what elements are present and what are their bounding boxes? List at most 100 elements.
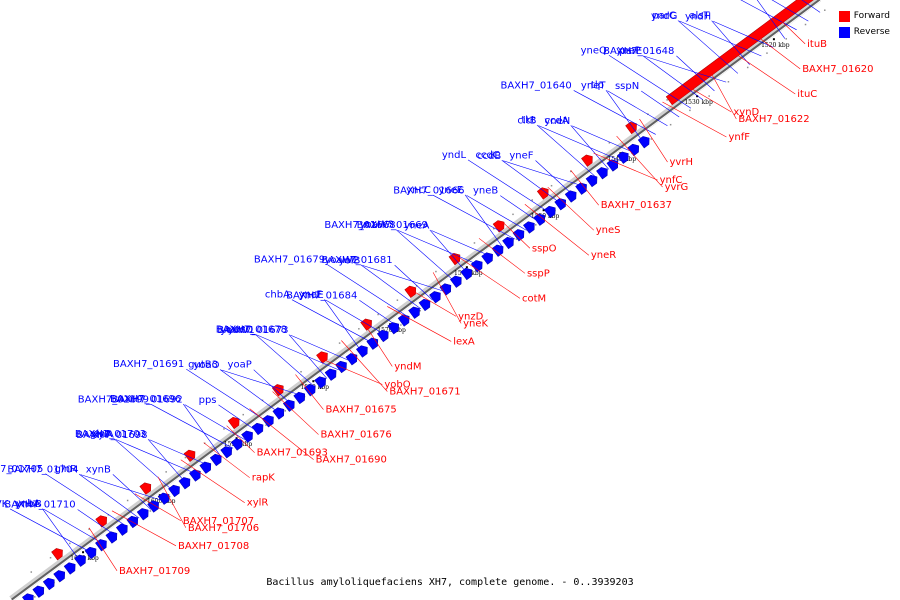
reverse-gene-label: yoaP	[228, 360, 252, 371]
reverse-gene-block-shape	[262, 415, 274, 428]
reverse-gene-block-shape	[554, 198, 566, 211]
reverse-gene-block	[324, 368, 337, 381]
legend-label-reverse: Reverse	[853, 27, 890, 37]
reverse-leader-line	[221, 369, 304, 397]
reverse-gene-block	[22, 593, 34, 600]
reverse-leader-line	[256, 334, 339, 371]
reverse-leader-line	[78, 473, 140, 519]
dot-marker	[300, 370, 302, 373]
reverse-gene-label: xylA	[92, 429, 114, 440]
reverse-leader-line	[464, 194, 504, 248]
dot-marker	[515, 238, 518, 240]
reverse-leader-line	[466, 195, 527, 231]
forward-gene-block-shape	[492, 220, 505, 233]
reverse-gene-block-shape	[543, 205, 556, 219]
forward-leader-line	[478, 238, 526, 274]
dot-marker	[223, 428, 225, 430]
reverse-leader-line	[608, 55, 692, 109]
reverse-leader-line	[572, 125, 633, 153]
reverse-leader-line	[676, 55, 715, 92]
forward-leader-line	[341, 340, 388, 392]
tick-mark	[542, 209, 545, 212]
reverse-gene-label: ynbB	[16, 499, 42, 510]
reverse-gene-label: ynaE	[299, 290, 324, 301]
reverse-gene-block-shape	[523, 221, 535, 234]
reverse-gene-block-shape	[251, 422, 264, 436]
reverse-leader-line	[713, 20, 774, 48]
legend-item-reverse: Reverse	[838, 24, 890, 40]
dot-marker	[415, 285, 418, 287]
forward-gene-block	[492, 220, 505, 233]
reverse-gene-label: yneA	[404, 221, 429, 232]
forward-gene-label: xylR	[247, 498, 269, 509]
reverse-gene-label: glnA	[90, 429, 112, 440]
reverse-leader-line	[642, 55, 703, 100]
forward-gene-block	[581, 154, 593, 167]
reverse-gene-label: BAXH7_01673	[217, 325, 288, 336]
reverse-leader-line	[359, 300, 398, 327]
dot-marker	[435, 270, 437, 273]
forward-gene-label: lexA	[453, 336, 475, 347]
forward-gene-block	[536, 187, 549, 200]
reverse-gene-block	[397, 314, 410, 327]
reverse-gene-block	[366, 337, 379, 350]
tick-label: 1530 kbp	[684, 99, 713, 106]
forward-gene-label: sspP	[527, 268, 550, 279]
forward-leader-line	[180, 459, 245, 503]
dot-marker	[473, 242, 476, 244]
dot-marker	[785, 38, 787, 40]
reverse-leader-line	[573, 90, 656, 135]
reverse-leader-line	[500, 195, 539, 222]
forward-gene-label: BAXH7_01675	[325, 405, 396, 416]
forward-leader-line	[249, 408, 314, 460]
forward-gene-label: yvrG	[665, 182, 689, 193]
forward-gene-label: ynfC	[660, 175, 683, 186]
reverse-leader-line	[218, 404, 257, 432]
reverse-gene-block-shape	[449, 275, 462, 288]
forward-gene-label: BAXH7_01676	[321, 430, 392, 441]
reverse-gene-label: BAXH7_01692	[112, 395, 183, 406]
dot-marker	[666, 99, 668, 101]
forward-leader-line	[616, 135, 663, 188]
reverse-gene-label: yneE	[438, 185, 463, 196]
reverse-gene-block	[293, 391, 306, 405]
reverse-gene-block	[481, 252, 493, 265]
reverse-gene-block	[220, 446, 232, 459]
dot-marker	[126, 499, 129, 502]
reverse-gene-label: ynbA	[15, 499, 41, 510]
reverse-gene-label: parE	[619, 46, 642, 57]
reverse-leader-line	[255, 334, 316, 388]
reverse-gene-block	[429, 291, 441, 304]
reverse-leader-line	[183, 403, 222, 458]
forward-gene-label: BAXH7_01693	[257, 448, 328, 459]
reverse-gene-block	[84, 546, 97, 560]
reverse-gene-block-shape	[596, 167, 608, 180]
reverse-gene-label: pps	[199, 395, 217, 406]
forward-gene-label: BAXH7_01620	[802, 64, 873, 75]
reverse-gene-block	[63, 562, 76, 575]
reverse-gene-block-shape	[376, 329, 389, 343]
reverse-gene-block	[32, 585, 45, 598]
reverse-leader-line	[186, 368, 269, 423]
dot-marker	[419, 309, 421, 312]
dot-marker	[689, 109, 691, 112]
reverse-leader-line	[115, 439, 198, 475]
reverse-leader-line	[536, 124, 598, 179]
forward-leader-line	[685, 84, 732, 113]
forward-gene-label: BAXH7_01709	[119, 566, 190, 577]
reverse-leader-line	[677, 20, 739, 74]
reverse-gene-block-shape	[303, 384, 316, 397]
tick-label: 1520 kbp	[761, 42, 790, 49]
tick-mark	[235, 437, 238, 440]
reverse-gene-block	[356, 345, 368, 358]
reverse-gene-block-shape	[470, 260, 483, 273]
reverse-leader-line	[291, 299, 375, 344]
reverse-gene-block	[575, 182, 587, 195]
reverse-gene-block	[136, 508, 149, 521]
reverse-gene-block	[42, 577, 55, 591]
reverse-leader-line	[679, 20, 762, 57]
reverse-gene-label: yndG	[651, 11, 677, 22]
reverse-gene-label: yneT	[581, 81, 606, 92]
reverse-leader-line	[42, 508, 81, 562]
